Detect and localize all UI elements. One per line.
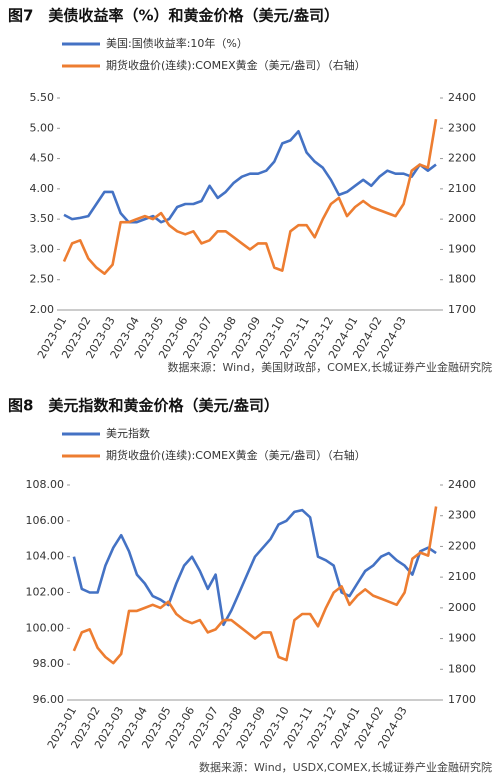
source-note: 数据来源：Wind，美国财政部，COMEX,长城证券产业金融研究院	[168, 360, 492, 374]
y2-tick-label: 2400	[448, 478, 476, 491]
y-tick-label: 2.50	[30, 273, 55, 286]
legend-label: 期货收盘价(连续):COMEX黄金（美元/盎司）（右轴）	[106, 448, 366, 462]
y2-tick-label: 2300	[448, 121, 476, 134]
y2-tick-label: 1900	[448, 242, 476, 255]
y2-tick-label: 1700	[448, 303, 476, 316]
series-line	[72, 506, 438, 665]
chart-title: 图8 美元指数和黄金价格（美元/盎司）	[8, 397, 279, 415]
source-note: 数据来源：Wind，USDX,COMEX,长城证券产业金融研究院	[199, 760, 492, 774]
y2-tick-label: 1800	[448, 662, 476, 675]
y2-tick-label: 1900	[448, 632, 476, 645]
y2-tick-label: 2000	[448, 601, 476, 614]
y2-tick-label: 2200	[448, 152, 476, 165]
y-tick-label: 2.00	[30, 303, 55, 316]
y-tick-label: 108.00	[26, 478, 65, 491]
legend-label: 美国:国债收益率:10年（%）	[106, 36, 248, 50]
y-tick-label: 100.00	[26, 621, 65, 634]
y-tick-label: 3.00	[30, 242, 55, 255]
series-line	[62, 118, 438, 275]
legend-label: 美元指数	[106, 426, 150, 440]
y2-tick-label: 2000	[448, 212, 476, 225]
y-tick-label: 96.00	[33, 693, 65, 706]
y-tick-label: 102.00	[26, 586, 65, 599]
y-tick-label: 4.00	[30, 182, 55, 195]
y-tick-label: 4.50	[30, 152, 55, 165]
y2-tick-label: 2100	[448, 570, 476, 583]
series-line	[72, 508, 437, 627]
y-tick-label: 3.50	[30, 212, 55, 225]
y-tick-label: 5.00	[30, 121, 55, 134]
y-tick-label: 98.00	[33, 657, 65, 670]
legend-label: 期货收盘价(连续):COMEX黄金（美元/盎司）（右轴）	[106, 58, 366, 72]
series-line	[63, 130, 437, 224]
y-tick-label: 104.00	[26, 550, 65, 563]
y2-tick-label: 2100	[448, 182, 476, 195]
chart-title: 图7 美债收益率（%）和黄金价格（美元/盎司）	[8, 7, 339, 25]
y2-tick-label: 2300	[448, 509, 476, 522]
y2-tick-label: 2200	[448, 539, 476, 552]
y2-tick-label: 1700	[448, 693, 476, 706]
y2-tick-label: 1800	[448, 273, 476, 286]
y-tick-label: 5.50	[30, 91, 55, 104]
y-tick-label: 106.00	[26, 514, 65, 527]
y2-tick-label: 2400	[448, 91, 476, 104]
